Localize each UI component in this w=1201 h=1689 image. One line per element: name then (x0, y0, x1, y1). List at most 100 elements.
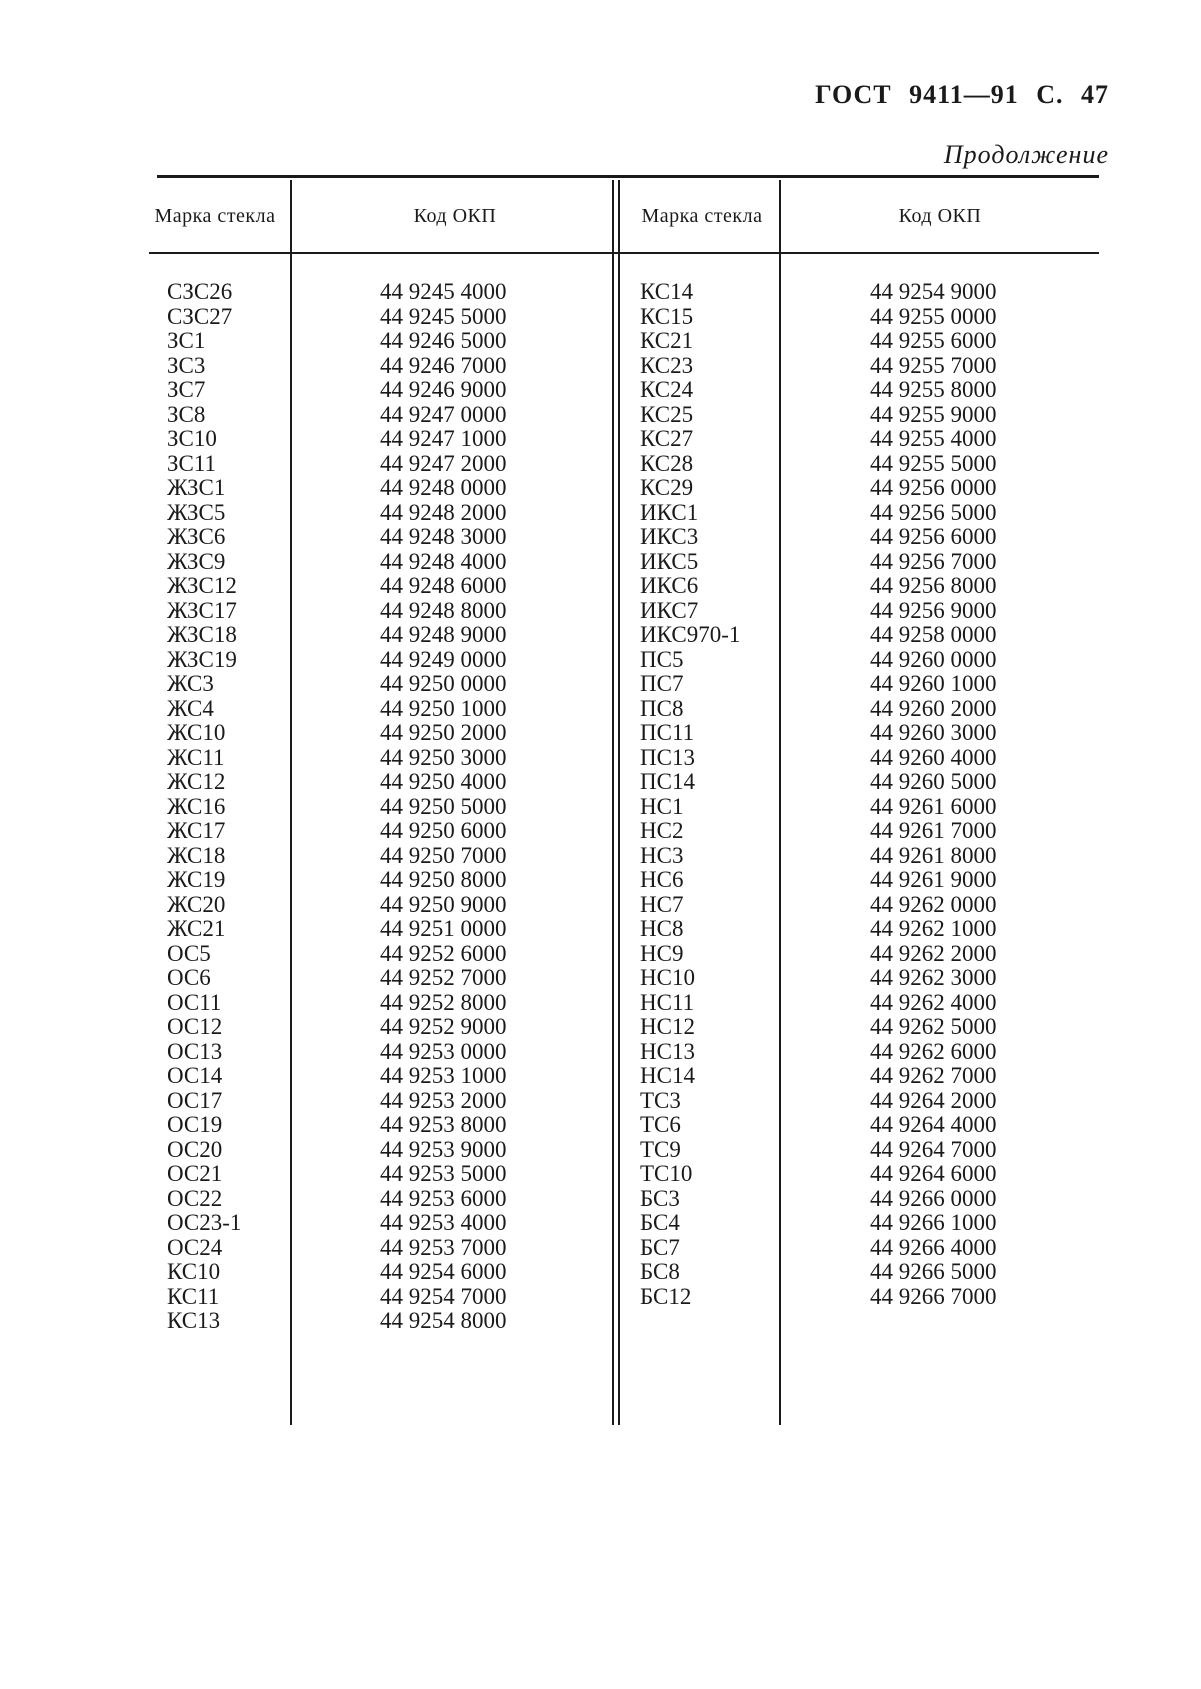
glass-mark-cell: ЗС3 (167, 352, 206, 378)
glass-mark-cell: ОС13 (167, 1038, 223, 1064)
glass-mark-cell: ЖЗС18 (167, 622, 237, 647)
okp-code-cell: 44 9256 6000 (870, 524, 997, 549)
glass-mark-cell: ОС11 (167, 989, 222, 1015)
okp-code-cell: 44 9248 4000 (380, 548, 507, 574)
glass-mark-cell: КС13 (167, 1308, 221, 1333)
glass-mark-cell: ЖЗС5 (167, 499, 226, 525)
glass-mark-cell: ЖЗС12 (167, 573, 237, 598)
okp-code-cell: 44 9266 4000 (870, 1234, 997, 1260)
separator-center-a (612, 180, 614, 1425)
glass-mark-cell: ЗС10 (167, 426, 217, 451)
okp-code-cell: 44 9253 8000 (380, 1112, 507, 1137)
okp-code-cell: 44 9260 3000 (870, 720, 997, 745)
glass-mark-cell: ЖС21 (167, 916, 226, 941)
glass-mark-cell: ЖС11 (167, 744, 225, 770)
okp-code-cell: 44 9251 0000 (380, 916, 507, 941)
okp-code-cell: 44 9253 2000 (380, 1087, 507, 1113)
okp-code-cell: 44 9255 6000 (870, 328, 997, 353)
glass-mark-cell: ЗС8 (167, 401, 206, 427)
glass-mark-cell: ИКС3 (640, 524, 699, 549)
okp-code-cell: 44 9262 7000 (870, 1063, 997, 1088)
glass-mark-cell: ЖС16 (167, 793, 226, 819)
glass-mark-cell: ИКС5 (640, 548, 699, 574)
okp-code-cell: 44 9254 9000 (870, 279, 997, 304)
glass-mark-cell: ПС7 (640, 671, 684, 696)
okp-code-cell: 44 9250 5000 (380, 793, 507, 819)
okp-code-cell: 44 9255 9000 (870, 401, 997, 427)
glass-mark-cell: КС10 (167, 1259, 221, 1284)
okp-code-cell: 44 9264 2000 (870, 1087, 997, 1113)
okp-code-cell: 44 9250 4000 (380, 769, 507, 794)
okp-code-cell: 44 9250 8000 (380, 867, 507, 892)
okp-code-cell: 44 9264 7000 (870, 1136, 997, 1162)
glass-mark-cell: НС8 (640, 916, 684, 941)
glass-mark-cell: НС3 (640, 842, 684, 868)
glass-mark-cell: КС28 (640, 450, 694, 476)
glass-mark-cell: ПС14 (640, 769, 695, 794)
okp-code-cell: 44 9246 7000 (380, 352, 507, 378)
okp-code-cell: 44 9264 6000 (870, 1161, 997, 1186)
glass-mark-cell: БС8 (640, 1259, 680, 1284)
glass-mark-cell: КС29 (640, 475, 694, 500)
glass-mark-cell: КС15 (640, 303, 694, 329)
glass-mark-cell: ЖС3 (167, 671, 214, 696)
glass-mark-cell: БС4 (640, 1210, 680, 1235)
okp-code-cell: 44 9266 5000 (870, 1259, 997, 1284)
glass-mark-cell: ОС14 (167, 1063, 223, 1088)
okp-code-cell: 44 9247 0000 (380, 401, 507, 427)
okp-code-cell: 44 9264 4000 (870, 1112, 997, 1137)
okp-code-cell: 44 9253 1000 (380, 1063, 507, 1088)
glass-mark-cell: НС14 (640, 1063, 695, 1088)
okp-code-cell: 44 9254 6000 (380, 1259, 507, 1284)
separator-center-b (618, 180, 620, 1425)
glass-mark-cell: КС11 (167, 1283, 220, 1309)
glass-mark-cell: ЖС19 (167, 867, 226, 892)
okp-code-cell: 44 9256 0000 (870, 475, 997, 500)
continuation-label: Продолжение (943, 140, 1109, 169)
glass-mark-cell: БС12 (640, 1283, 692, 1309)
glass-mark-cell: НС13 (640, 1038, 695, 1064)
glass-mark-cell: ОС17 (167, 1087, 223, 1113)
okp-code-cell: 44 9247 1000 (380, 426, 507, 451)
okp-code-cell: 44 9250 7000 (380, 842, 507, 868)
glass-mark-cell: НС2 (640, 818, 684, 843)
okp-code-cell: 44 9266 0000 (870, 1185, 997, 1211)
okp-code-cell: 44 9254 7000 (380, 1283, 507, 1309)
glass-mark-cell: КС24 (640, 377, 694, 402)
okp-code-cell: 44 9250 2000 (380, 720, 507, 745)
glass-mark-cell: ЖЗС1 (167, 475, 226, 500)
okp-code-cell: 44 9256 8000 (870, 573, 997, 598)
glass-mark-cell: ОС23-1 (167, 1210, 242, 1235)
okp-code-cell: 44 9249 0000 (380, 646, 507, 672)
glass-mark-cell: ПС11 (640, 720, 695, 745)
okp-code-cell: 44 9248 6000 (380, 573, 507, 598)
okp-code-cell: 44 9266 7000 (870, 1283, 997, 1309)
glass-mark-cell: ЗС1 (167, 328, 206, 353)
glass-mark-cell: ОС21 (167, 1161, 223, 1186)
okp-code-cell: 44 9255 4000 (870, 426, 997, 451)
okp-code-cell: 44 9261 6000 (870, 793, 997, 819)
okp-code-cell: 44 9260 4000 (870, 744, 997, 770)
glass-mark-cell: СЗС27 (167, 303, 233, 329)
okp-code-cell: 44 9260 1000 (870, 671, 997, 696)
okp-code-cell: 44 9260 0000 (870, 646, 997, 672)
glass-mark-cell: КС25 (640, 401, 694, 427)
okp-code-cell: 44 9262 4000 (870, 989, 997, 1015)
okp-code-cell: 44 9252 6000 (380, 940, 507, 966)
separator-right-mark-code (779, 180, 781, 1425)
glass-mark-cell: ЖЗС6 (167, 524, 226, 549)
glass-mark-cell: ТС3 (640, 1087, 681, 1113)
glass-mark-cell: ТС10 (640, 1161, 693, 1186)
okp-code-cell: 44 9262 3000 (870, 965, 997, 990)
right-code-column: 44 9254 9000 44 9255 0000 44 9255 6000 44 9… (870, 279, 1085, 1309)
table-header-rule (149, 252, 1099, 254)
glass-mark-cell: НС1 (640, 793, 684, 819)
glass-mark-cell: ЗС11 (167, 450, 217, 476)
okp-code-cell: 44 9261 9000 (870, 867, 997, 892)
glass-mark-cell: НС11 (640, 989, 695, 1015)
glass-mark-cell: ЖЗС17 (167, 597, 237, 623)
header-code-right: Код ОКП (898, 205, 982, 227)
okp-code-cell: 44 9250 6000 (380, 818, 507, 843)
okp-code-cell: 44 9252 8000 (380, 989, 507, 1015)
glass-mark-cell: ЖЗС9 (167, 548, 226, 574)
